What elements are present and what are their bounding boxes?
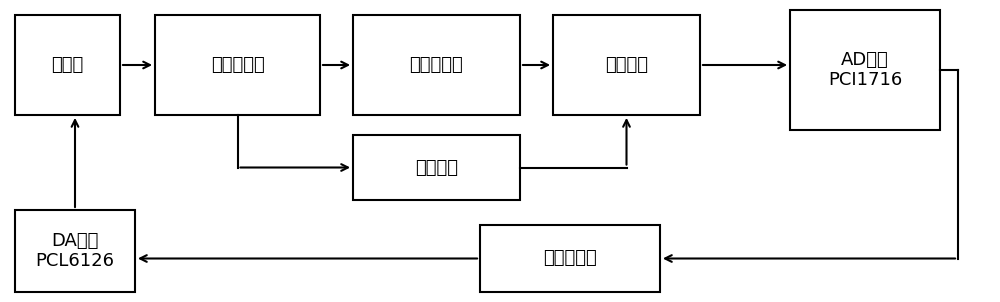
Bar bbox=[553, 15, 700, 115]
Text: 位移传感器: 位移传感器 bbox=[410, 56, 463, 74]
Bar bbox=[480, 225, 660, 292]
Bar bbox=[155, 15, 320, 115]
Bar bbox=[790, 10, 940, 130]
Text: DA板卡
PCL6126: DA板卡 PCL6126 bbox=[36, 232, 114, 270]
Text: 伺服阀: 伺服阀 bbox=[51, 56, 84, 74]
Text: 调理板卡: 调理板卡 bbox=[605, 56, 648, 74]
Text: AD板卡
PCI1716: AD板卡 PCI1716 bbox=[828, 51, 902, 89]
Text: 力传感器: 力传感器 bbox=[415, 159, 458, 176]
Bar bbox=[353, 135, 520, 200]
Bar bbox=[15, 210, 135, 292]
Text: 伺服控制器: 伺服控制器 bbox=[543, 249, 597, 268]
Text: 伺服液压缸: 伺服液压缸 bbox=[211, 56, 264, 74]
Bar bbox=[353, 15, 520, 115]
Bar bbox=[15, 15, 120, 115]
